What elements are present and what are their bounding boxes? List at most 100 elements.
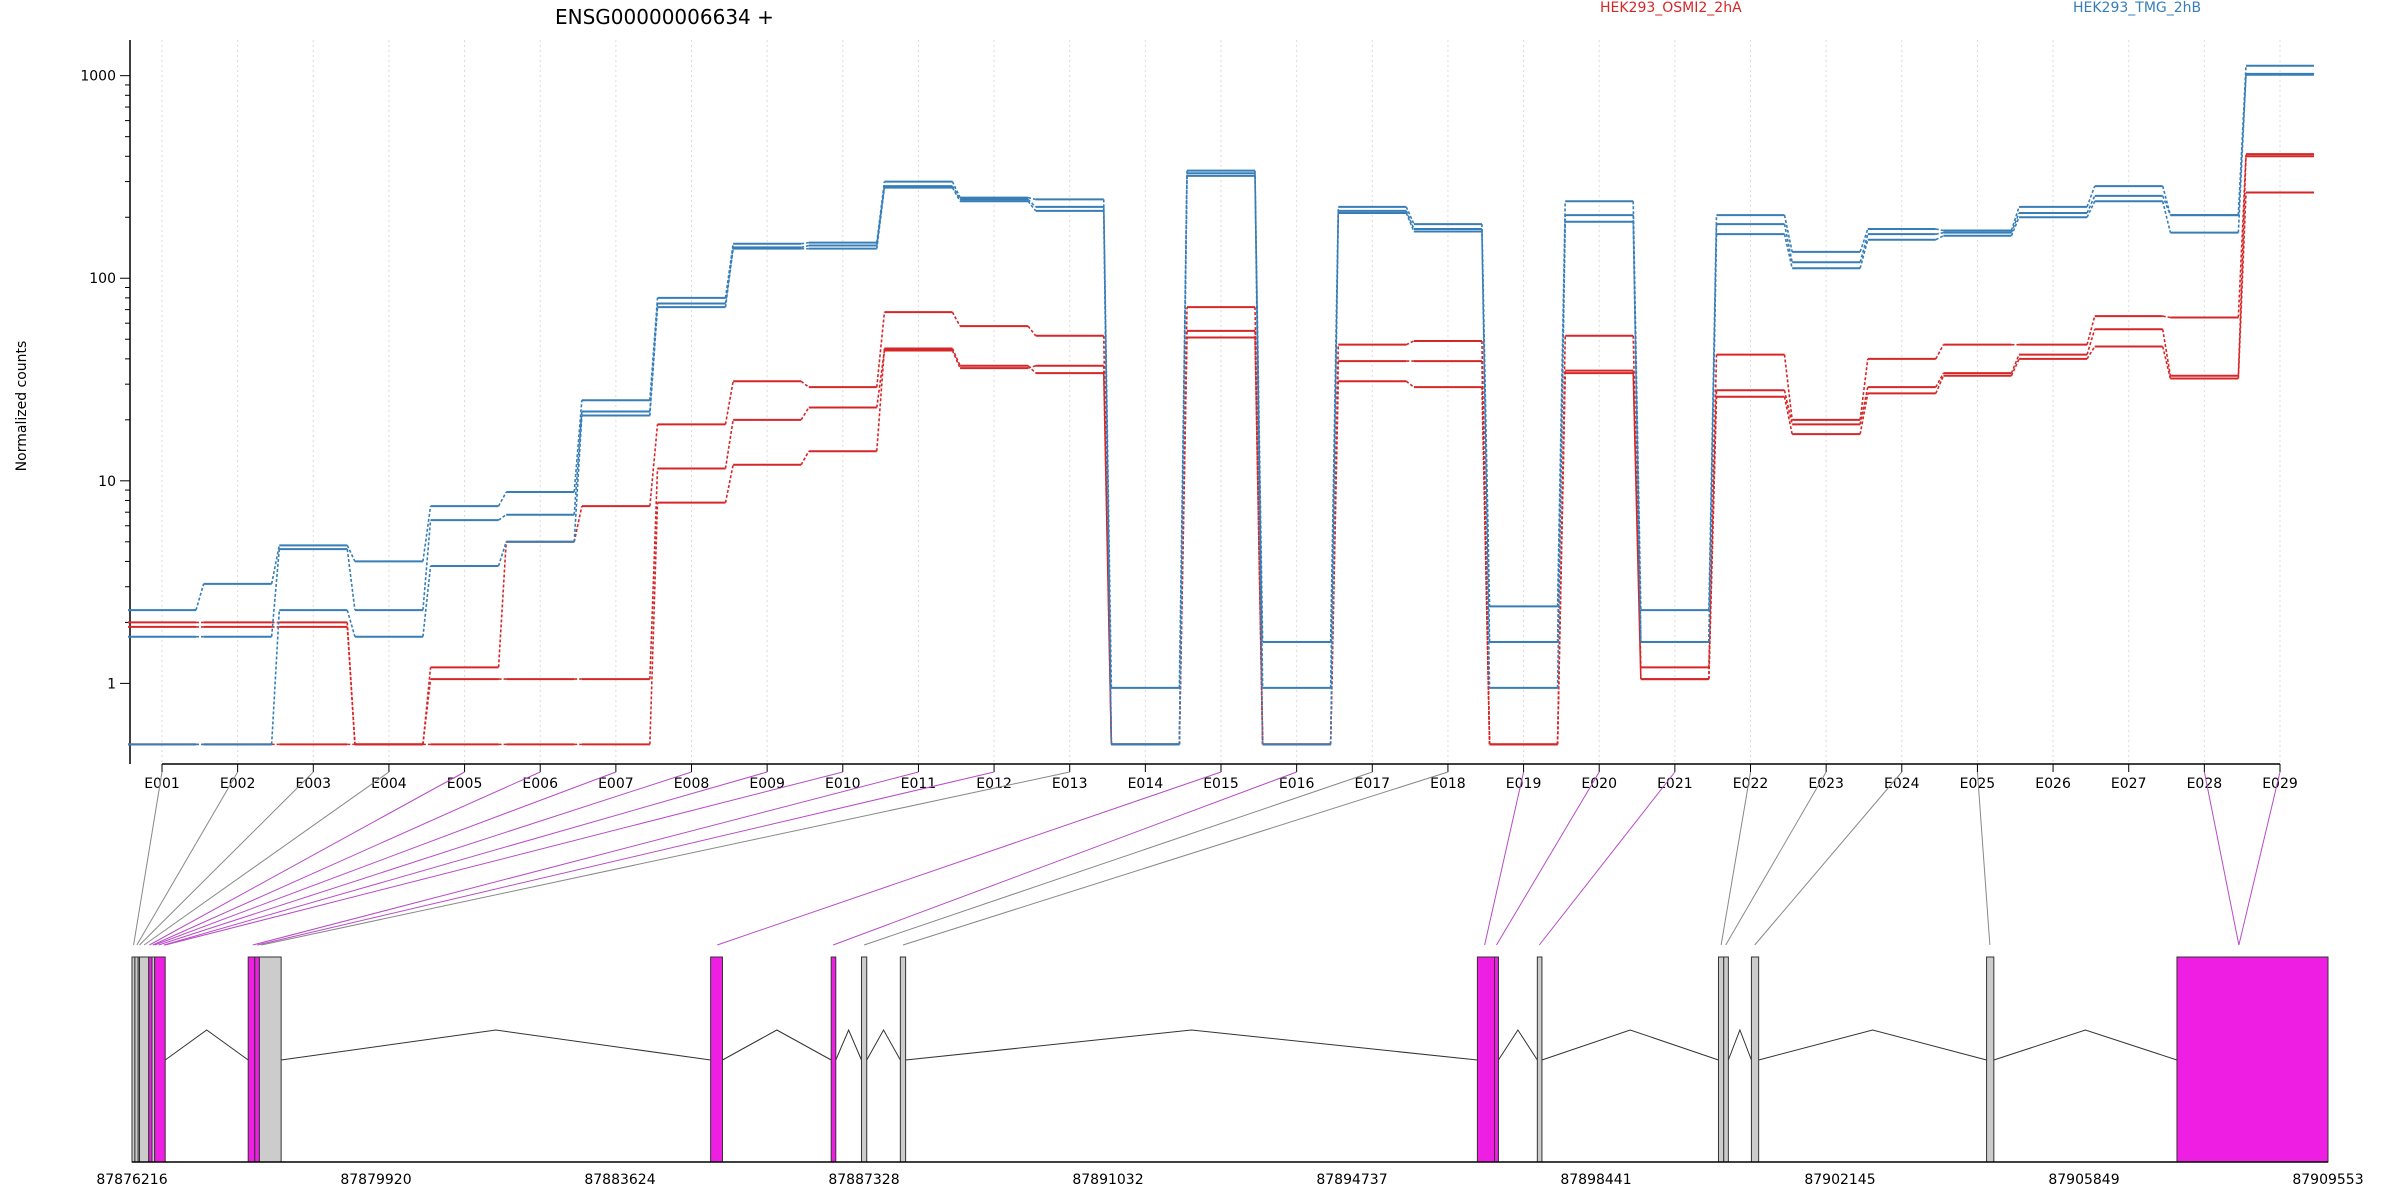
exon-label: E017 [1354, 776, 1390, 792]
exon-connector [158, 771, 692, 946]
intron-line [164, 1029, 249, 1061]
gene-model [131, 956, 2329, 1163]
exon-connector [165, 771, 843, 946]
exon-connector [154, 771, 617, 946]
grid-lines [161, 40, 2281, 764]
exon-label: E009 [749, 776, 785, 792]
genomic-tick-label: 87879920 [340, 1172, 411, 1188]
exon-label: E028 [2187, 776, 2223, 792]
series-2 [128, 191, 2314, 746]
exon-connector [139, 771, 314, 946]
exon-label: E026 [2035, 776, 2071, 792]
exon-connector [133, 771, 163, 946]
figure-header: ENSG00000006634 + HEK293_OSMI2_2hA HEK29… [14, 0, 2201, 471]
series-5 [128, 73, 2314, 746]
exon-label: E022 [1733, 776, 1769, 792]
highlighted-exon [1476, 956, 1496, 1163]
exon-connector [863, 771, 1373, 946]
y-tick-label: 10 [98, 474, 116, 490]
highlighted-exon [830, 956, 837, 1163]
count-series [128, 64, 2314, 746]
exon-connector [1976, 771, 1991, 946]
exon-box [1986, 956, 1995, 1163]
intron-line [866, 1028, 901, 1061]
highlighted-exon [710, 956, 723, 1163]
exon-connector [832, 771, 1297, 946]
exon-label: E014 [1128, 776, 1164, 792]
exon-label: E001 [144, 776, 180, 792]
exon-connector [1725, 771, 1827, 946]
exon-box [860, 956, 868, 1163]
intron-line [835, 1028, 862, 1061]
genomic-tick-label: 87883624 [584, 1172, 655, 1188]
legend-entry-blue: HEK293_TMG_2hB [2073, 0, 2201, 16]
genomic-tick-label: 87898441 [1560, 1172, 1631, 1188]
exon-label: E002 [220, 776, 256, 792]
exon-box [1723, 956, 1729, 1163]
highlighted-exon [154, 956, 166, 1163]
exon-connector [717, 771, 1222, 946]
y-tick-label: 1000 [80, 69, 116, 85]
exon-box [1536, 956, 1543, 1163]
exon-label: E015 [1203, 776, 1239, 792]
exon-label: E006 [522, 776, 558, 792]
genomic-tick-label: 87909553 [2292, 1172, 2363, 1188]
exon-box [139, 956, 150, 1163]
figure-title: ENSG00000006634 + [555, 5, 774, 29]
series-0 [128, 153, 2314, 746]
exon-connector [1754, 771, 1903, 946]
genomic-tick-label: 87902145 [1804, 1172, 1875, 1188]
series-4 [128, 72, 2314, 746]
intron-line [905, 1029, 1478, 1061]
intron-line [1993, 1029, 2178, 1061]
exon-connector [1720, 771, 1751, 946]
exon-connector [2238, 771, 2281, 946]
exon-connector [257, 771, 995, 946]
exon-label: E013 [1052, 776, 1088, 792]
y-tick-label: 1 [107, 676, 116, 692]
highlighted-exon [2176, 956, 2329, 1163]
exon-label: E021 [1657, 776, 1693, 792]
exon-connector [143, 771, 390, 946]
exon-label: E016 [1279, 776, 1315, 792]
series-connector [196, 73, 2247, 745]
exon-connectors [133, 771, 2281, 946]
exon-label: E005 [447, 776, 483, 792]
series-connector [196, 192, 2247, 746]
exon-label: E004 [371, 776, 407, 792]
series-connector [196, 74, 2247, 746]
exon-box [1750, 956, 1760, 1163]
exon-connector [136, 771, 239, 946]
highlighted-exon [1494, 956, 1499, 1163]
exon-label: E020 [1581, 776, 1617, 792]
exon-box [1717, 956, 1725, 1163]
exon-label: E029 [2262, 776, 2298, 792]
exon-label: E025 [1960, 776, 1996, 792]
highlighted-exon [254, 956, 260, 1163]
intron-line [1541, 1029, 1719, 1061]
exon-box [899, 956, 907, 1163]
exon-connector [2203, 771, 2240, 946]
exon-label: E018 [1430, 776, 1466, 792]
exon-label: E003 [295, 776, 331, 792]
exon-connector [1538, 771, 1676, 946]
y-tick-label: 100 [89, 271, 116, 287]
exon-connector [1496, 771, 1600, 946]
exon-box [258, 956, 282, 1163]
exon-connector [149, 771, 465, 946]
exon-label: E012 [976, 776, 1012, 792]
intron-line [1498, 1029, 1538, 1061]
intron-line [281, 1029, 711, 1061]
genomic-axis: 87876216 87879920 87883624 87887328 87891032… [96, 1161, 2364, 1188]
exon-label: E027 [2111, 776, 2147, 792]
genomic-tick-label: 87894737 [1316, 1172, 1387, 1188]
exon-connector [1484, 771, 1525, 946]
y-axis-label: Normalized counts [14, 341, 30, 472]
x-axis: E001 E002 E003 E004 E005 E006 E007 E008 E009 E010… [144, 763, 2298, 792]
genomic-tick-label: 87887328 [828, 1172, 899, 1188]
intron-line [1727, 1028, 1752, 1061]
intron-line [722, 1029, 832, 1061]
genomic-tick-label: 87891032 [1072, 1172, 1143, 1188]
exon-label: E024 [1884, 776, 1920, 792]
exon-connector [902, 771, 1449, 946]
